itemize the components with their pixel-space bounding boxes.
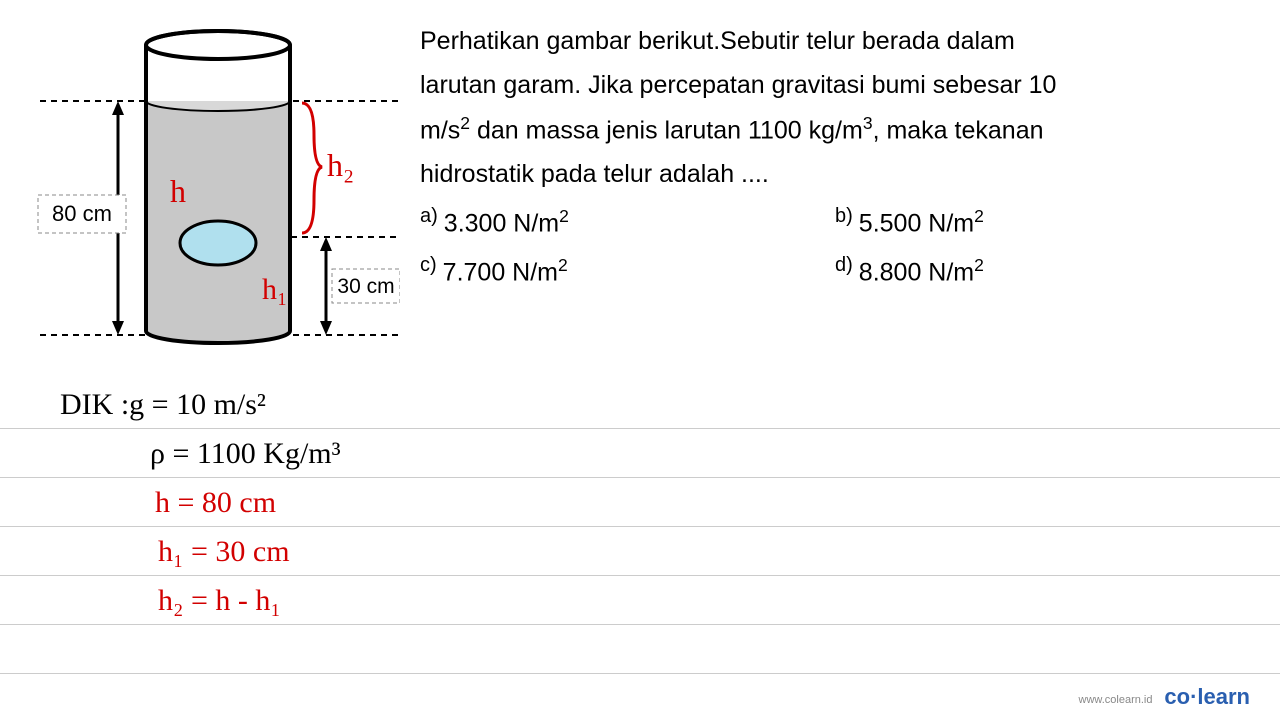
note-line-3: h = 80 cm — [60, 478, 1220, 527]
physics-diagram: 80 cm 30 cm h h₂ h₁ — [30, 15, 400, 355]
question-block: Perhatikan gambar berikut.Sebutir telur … — [400, 15, 1250, 355]
label-80cm: 80 cm — [52, 201, 112, 226]
beaker-svg: 80 cm 30 cm — [30, 15, 400, 355]
question-sup1: 2 — [460, 113, 470, 133]
label-h2: h₂ — [327, 147, 354, 184]
option-b: b)5.500 N/m2 — [835, 198, 1250, 247]
option-d: d)8.800 N/m2 — [835, 247, 1250, 296]
note-line-2: ρ = 1100 Kg/m³ — [60, 429, 1220, 478]
handwritten-notes: DIK : g = 10 m/s² ρ = 1100 Kg/m³ h = 80 … — [60, 380, 1220, 625]
label-h1: h₁ — [262, 273, 287, 307]
question-line2: larutan garam. Jika percepatan gravitasi… — [420, 71, 1056, 99]
note-line-4: h₁ = 30 cm — [60, 527, 1220, 576]
note-line-5: h₂ = h - h₁ — [60, 576, 1220, 625]
question-line4: hidrostatik pada telur adalah .... — [420, 160, 769, 188]
options-grid: a)3.300 N/m2 b)5.500 N/m2 c)7.700 N/m2 d… — [420, 198, 1250, 295]
question-line3b: dan massa jenis larutan 1100 kg/m — [470, 116, 863, 144]
option-a: a)3.300 N/m2 — [420, 198, 835, 247]
label-h: h — [170, 173, 186, 210]
label-30cm: 30 cm — [337, 275, 394, 298]
option-c: c)7.700 N/m2 — [420, 247, 835, 296]
question-line1: Perhatikan gambar berikut.Sebutir telur … — [420, 27, 1015, 55]
footer-url: www.colearn.id — [1079, 694, 1153, 706]
question-line3c: , maka tekanan — [873, 116, 1044, 144]
question-sup2: 3 — [863, 113, 873, 133]
note-line-1: DIK : g = 10 m/s² — [60, 380, 1220, 429]
question-line3a: m/s — [420, 116, 460, 144]
footer-brand: www.colearn.id co·learn — [1079, 684, 1250, 710]
